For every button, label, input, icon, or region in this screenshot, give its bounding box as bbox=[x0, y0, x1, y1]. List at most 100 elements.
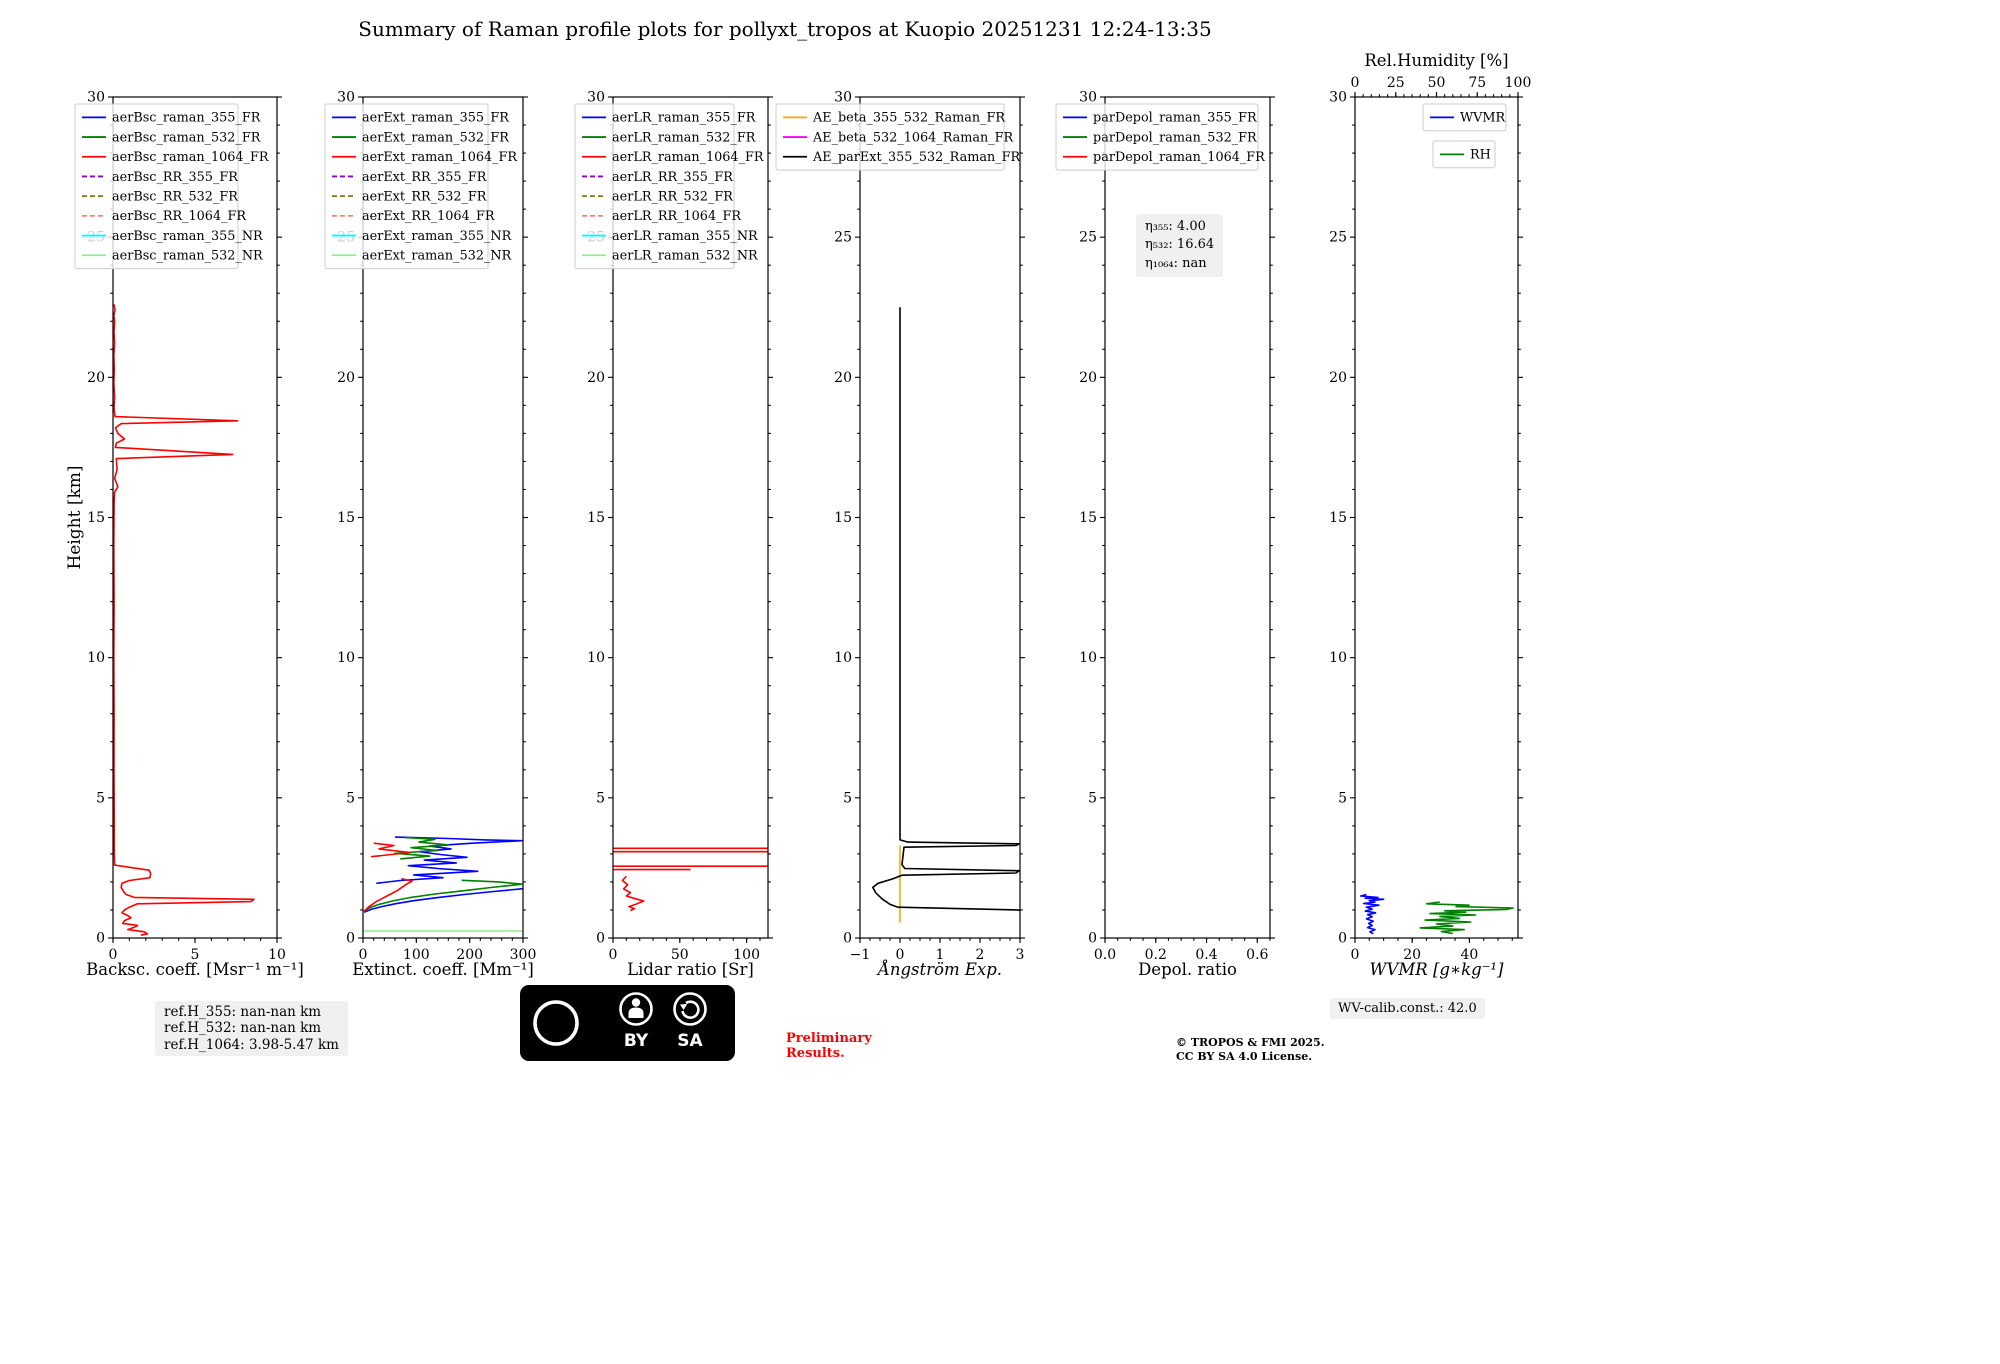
panel-depol: 0 5 10 15 20 25 30 0.0 0.2 0.4 0.6 Depol. ratio parD… bbox=[1055, 90, 1275, 979]
y-tick-label: 5 bbox=[596, 790, 605, 806]
legend-label: parDepol_raman_532_FR bbox=[1093, 130, 1257, 145]
x-tick-label: 40 bbox=[1460, 947, 1478, 963]
x-axis-label-lr: Lidar ratio [Sr] bbox=[627, 960, 754, 979]
eta-annotation: η₃₅₅: 4.00 η₅₃₂: 16.64 η₁₀₆₄: nan bbox=[1136, 214, 1224, 278]
series-aerExt_raman_355_FR bbox=[376, 836, 523, 885]
legend: aerLR_raman_355_FR aerLR_raman_532_FR aerL… bbox=[574, 103, 764, 270]
legend-label: RH bbox=[1470, 148, 1491, 163]
panel-ext: 0510152025300100200300Extinct. coeff. [M… bbox=[324, 90, 537, 979]
y-tick-label: 15 bbox=[1329, 510, 1347, 526]
legend-label: aerExt_raman_532_NR bbox=[362, 249, 512, 264]
x-tick-label: 0 bbox=[109, 947, 118, 963]
y-tick-label: 15 bbox=[1079, 510, 1097, 526]
series-aerExt_raman_1064_FR bbox=[363, 877, 413, 912]
legend-label: aerExt_RR_1064_FR bbox=[362, 209, 495, 224]
x-tick-label: 200 bbox=[456, 947, 483, 963]
x2-axis-label: Rel.Humidity [%] bbox=[1364, 51, 1508, 70]
y-tick-label: 30 bbox=[1079, 90, 1097, 106]
legend-label: AE_beta_532_1064_Raman_FR bbox=[812, 130, 1014, 145]
y-tick-label: 10 bbox=[834, 650, 852, 666]
y-tick-label: 30 bbox=[834, 90, 852, 106]
x-tick-label: 100 bbox=[403, 947, 430, 963]
x-tick-label: −1 bbox=[850, 947, 871, 963]
series-aerExt_raman_355_FR bbox=[363, 887, 523, 913]
legend-label: WVMR bbox=[1460, 111, 1505, 126]
legend-label: aerBsc_raman_532_NR bbox=[112, 249, 263, 264]
copyright-line-2: CC BY SA 4.0 License. bbox=[1176, 1049, 1313, 1063]
legend: aerBsc_raman_355_FR aerBsc_raman_532_FRae… bbox=[74, 103, 269, 270]
series-WVMR bbox=[1359, 893, 1385, 935]
legend: parDepol_raman_355_FR parDepol_raman_532_… bbox=[1055, 103, 1265, 171]
x-axis-label-backsc: Backsc. coeff. [Msr⁻¹ m⁻¹] bbox=[86, 960, 304, 979]
y-tick-label: 15 bbox=[337, 510, 355, 526]
legend-label: aerBsc_RR_1064_FR bbox=[112, 209, 246, 224]
x-tick-label: 20 bbox=[1403, 947, 1421, 963]
legend-label: aerLR_raman_532_FR bbox=[612, 130, 756, 145]
x-tick-label: 0 bbox=[896, 947, 905, 963]
legend: aerExt_raman_355_FR aerExt_raman_532_FRae… bbox=[324, 103, 517, 270]
x-tick-label: 0.0 bbox=[1094, 947, 1116, 963]
y-tick-label: 20 bbox=[834, 370, 852, 386]
panel-frame bbox=[859, 96, 1021, 939]
cc-by-sa-badge: CC BY SA bbox=[520, 985, 735, 1061]
eta-1064-value: η₁₀₆₄: nan bbox=[1145, 255, 1207, 271]
y-tick-label: 25 bbox=[1079, 230, 1097, 246]
legend-label: aerLR_raman_532_NR bbox=[612, 249, 758, 264]
x-tick-label: 10 bbox=[268, 947, 286, 963]
axis-ticks-ae bbox=[855, 96, 1025, 943]
ref-height-annotation: ref.H_355: nan-nan km ref.H_532: nan-nan… bbox=[155, 1001, 348, 1057]
legend: WVMR bbox=[1422, 103, 1507, 132]
x-tick-label: 5 bbox=[191, 947, 200, 963]
legend-label: aerBsc_raman_1064_FR bbox=[112, 150, 269, 165]
panel-frame bbox=[362, 96, 524, 939]
x-tick-label: 0.4 bbox=[1195, 947, 1217, 963]
x-tick-label: 300 bbox=[510, 947, 537, 963]
x2-tick-label: 25 bbox=[1387, 75, 1405, 91]
legend: RH bbox=[1432, 140, 1496, 169]
panel-frame bbox=[1354, 96, 1519, 939]
x-tick-label: 3 bbox=[1016, 947, 1025, 963]
panel-frame bbox=[112, 96, 278, 939]
series-aerBsc_raman_1064_FR bbox=[113, 304, 255, 936]
cc-icon-text: CC bbox=[543, 1014, 570, 1034]
legend-label: aerBsc_RR_532_FR bbox=[112, 189, 238, 204]
x-tick-label: 2 bbox=[976, 947, 985, 963]
figure-title: Summary of Raman profile plots for polly… bbox=[358, 17, 1212, 41]
legend-label: aerExt_raman_355_FR bbox=[362, 111, 509, 126]
y-tick-label: 5 bbox=[1088, 790, 1097, 806]
ref-h-355: ref.H_355: nan-nan km bbox=[164, 1004, 322, 1020]
x-axis-label-ext: Extinct. coeff. [Mm⁻¹] bbox=[352, 960, 534, 979]
x-tick-label: 0.6 bbox=[1246, 947, 1268, 963]
x2-tick-label: 75 bbox=[1468, 75, 1486, 91]
by-person-icon bbox=[619, 992, 653, 1026]
legend-label: aerExt_raman_532_FR bbox=[362, 130, 509, 145]
y-tick-label: 25 bbox=[1329, 230, 1347, 246]
y-tick-label: 15 bbox=[587, 510, 605, 526]
series-RH bbox=[1419, 901, 1514, 935]
y-tick-label: 30 bbox=[587, 90, 605, 106]
panel-backsc: 0510152025300510Backsc. coeff. [Msr⁻¹ m⁻… bbox=[74, 90, 304, 979]
legend-label: aerExt_RR_532_FR bbox=[362, 189, 487, 204]
x-axis-label-depol: Depol. ratio bbox=[1138, 960, 1237, 979]
legend-label: parDepol_raman_1064_FR bbox=[1093, 150, 1265, 165]
legend-label: aerLR_RR_532_FR bbox=[612, 189, 733, 204]
legend-label: aerExt_raman_355_NR bbox=[362, 229, 512, 244]
y-tick-label: 5 bbox=[96, 790, 105, 806]
y-tick-label: 10 bbox=[1329, 650, 1347, 666]
y-tick-label: 0 bbox=[843, 931, 852, 947]
legend-label: AE_parExt_355_532_Raman_FR bbox=[812, 150, 1021, 165]
sa-label: SA bbox=[677, 1031, 703, 1051]
legend-label: aerBsc_raman_355_FR bbox=[112, 111, 261, 126]
legend-label: aerLR_RR_355_FR bbox=[612, 170, 733, 185]
y-tick-label: 5 bbox=[346, 790, 355, 806]
y-tick-label: 30 bbox=[87, 90, 105, 106]
x-tick-label: 1 bbox=[936, 947, 945, 963]
wv-calib-annotation: WV-calib.const.: 42.0 bbox=[1330, 998, 1485, 1019]
y-tick-label: 30 bbox=[337, 90, 355, 106]
ref-h-1064: ref.H_1064: 3.98-5.47 km bbox=[164, 1036, 339, 1053]
legend-label: aerLR_raman_355_NR bbox=[612, 229, 758, 244]
x-axis-label-ae: Ångström Exp. bbox=[876, 959, 1002, 979]
y-tick-label: 0 bbox=[1338, 931, 1347, 947]
y-tick-label: 20 bbox=[587, 370, 605, 386]
